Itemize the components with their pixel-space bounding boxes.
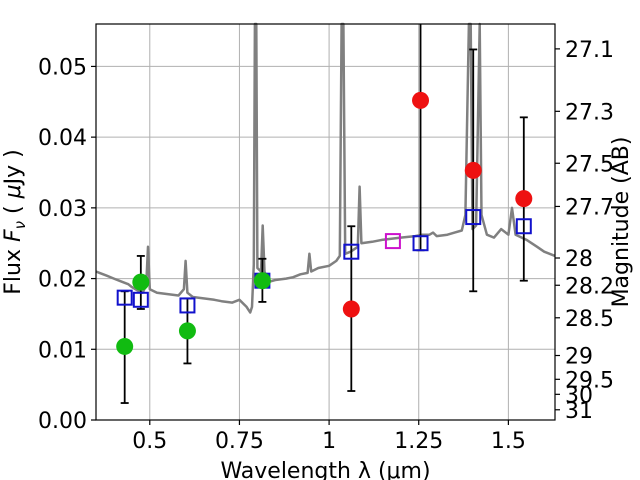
observed-photometry-point xyxy=(464,161,482,179)
x-tick-label: 0.75 xyxy=(215,429,264,454)
right-tick-label: 30 xyxy=(565,383,593,408)
y-tick-label: 0.04 xyxy=(38,126,87,151)
y-tick-label: 0.00 xyxy=(38,409,87,434)
observed-photometry-point xyxy=(515,190,533,208)
observed-photometry-point xyxy=(116,337,134,355)
y-tick-label: 0.05 xyxy=(38,55,87,80)
model-photometry-point xyxy=(412,235,429,252)
plot-frame xyxy=(95,23,556,421)
right-tick-label: 29 xyxy=(565,345,593,370)
observed-photometry-point xyxy=(253,272,271,290)
x-tick-label: 1 xyxy=(322,429,336,454)
right-tick-label: 27.3 xyxy=(565,100,614,125)
y-tick-label: 0.03 xyxy=(38,197,87,222)
model-photometry-point xyxy=(179,297,196,314)
x-tick-label: 0.5 xyxy=(132,429,167,454)
left-y-axis-label: Flux Fν ( μJy ) xyxy=(1,149,29,294)
observed-photometry-point xyxy=(132,273,150,291)
x-axis-label: Wavelength λ (μm) xyxy=(220,459,430,480)
right-y-axis-label: Magnitude (AB) xyxy=(609,137,634,308)
model-photometry-point xyxy=(515,218,532,235)
right-tick-label: 27.5 xyxy=(565,152,614,177)
model-spectrum xyxy=(95,22,556,314)
observed-photometry-points xyxy=(116,91,533,355)
model-photometry-squares xyxy=(116,209,532,314)
model-photometry-point xyxy=(465,209,482,226)
right-tick-label: 29.5 xyxy=(565,368,614,393)
observed-photometry-point xyxy=(342,300,360,318)
model-photometry-point xyxy=(132,291,149,308)
y-tick-label: 0.01 xyxy=(38,338,87,363)
right-tick-label: 28.5 xyxy=(565,307,614,332)
right-tick-label: 28 xyxy=(565,247,593,272)
right-tick-label: 28.2 xyxy=(565,274,614,299)
model-photometry-point xyxy=(343,243,360,260)
right-tick-label: 31 xyxy=(565,399,593,424)
grid-lines xyxy=(96,24,555,421)
right-tick-label: 27.7 xyxy=(565,195,614,220)
left-y-axis-ticks: 0.00 0.01 0.02 0.03 0.04 0.05 xyxy=(38,55,96,434)
model-photometry-point xyxy=(384,233,401,250)
x-axis-ticks: 0.5 0.75 1 1.25 1.5 xyxy=(132,420,526,454)
x-tick-label: 1.25 xyxy=(394,429,443,454)
observed-photometry-point xyxy=(412,91,430,109)
y-tick-label: 0.02 xyxy=(38,268,87,293)
model-spectrum-line xyxy=(95,22,556,314)
right-tick-label: 27.1 xyxy=(565,38,614,63)
model-photometry-point xyxy=(116,289,133,306)
x-tick-label: 1.5 xyxy=(491,429,526,454)
observed-photometry-point xyxy=(178,322,196,340)
